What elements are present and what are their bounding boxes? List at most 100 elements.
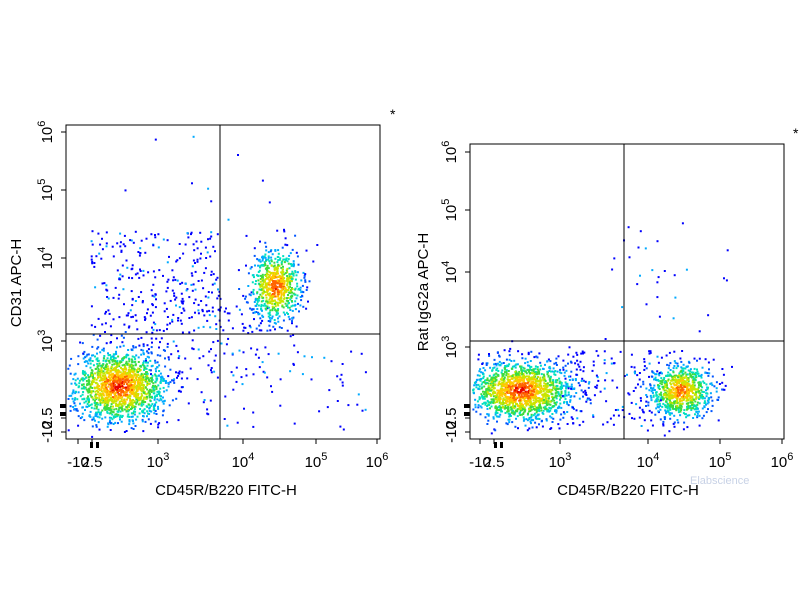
- population-event: [723, 388, 726, 391]
- population-event: [106, 408, 109, 411]
- population-event: [116, 375, 119, 378]
- population-event: [139, 387, 142, 390]
- sparse-event: [200, 252, 202, 255]
- population-event: [698, 414, 701, 417]
- population-event: [146, 377, 149, 379]
- population-event: [126, 393, 129, 396]
- population-event: [264, 256, 267, 259]
- population-event: [533, 412, 536, 415]
- population-event: [485, 362, 488, 365]
- population-event: [288, 267, 291, 270]
- population-event: [94, 415, 97, 417]
- population-event: [654, 376, 657, 379]
- population-event: [539, 399, 542, 402]
- population-event: [95, 382, 98, 385]
- population-event: [514, 405, 517, 408]
- population-event: [658, 393, 661, 396]
- population-event: [493, 358, 496, 361]
- sparse-event: [194, 311, 196, 314]
- population-event: [98, 428, 101, 431]
- population-event: [533, 386, 536, 389]
- population-event: [545, 390, 548, 393]
- population-event: [565, 369, 568, 372]
- population-event: [697, 386, 700, 389]
- population-event: [537, 406, 540, 409]
- population-event: [285, 290, 288, 293]
- population-event: [267, 256, 270, 259]
- population-event: [70, 357, 73, 360]
- population-event: [503, 376, 506, 379]
- population-event: [291, 278, 293, 281]
- population-event: [688, 391, 690, 394]
- sparse-event: [210, 367, 213, 369]
- sparse-event: [134, 230, 137, 233]
- population-event: [98, 397, 101, 400]
- population-event: [180, 386, 183, 389]
- sparse-event: [203, 271, 206, 274]
- population-event: [304, 280, 307, 283]
- population-event: [686, 394, 689, 397]
- population-event: [547, 409, 550, 411]
- population-event: [713, 385, 716, 388]
- sparse-event: [177, 350, 180, 353]
- sparse-event: [136, 272, 139, 275]
- population-event: [283, 273, 286, 276]
- population-event: [268, 316, 271, 319]
- population-event: [486, 379, 489, 382]
- population-event: [511, 401, 513, 404]
- population-event: [520, 386, 522, 388]
- population-event: [645, 387, 648, 390]
- population-event: [555, 357, 558, 360]
- sparse-event: [138, 254, 141, 257]
- population-event: [506, 403, 509, 406]
- population-event: [473, 384, 476, 387]
- sparse-event: [254, 353, 257, 356]
- population-event: [687, 379, 690, 382]
- population-event: [167, 381, 170, 384]
- population-event: [291, 320, 293, 323]
- sparse-event: [126, 314, 129, 317]
- population-event: [503, 407, 506, 410]
- population-event: [494, 394, 497, 397]
- population-event: [674, 381, 677, 383]
- population-event: [91, 396, 94, 399]
- population-event: [76, 409, 79, 412]
- population-event: [538, 399, 541, 402]
- population-event: [84, 356, 87, 359]
- population-event: [128, 419, 131, 422]
- sparse-event: [212, 341, 215, 344]
- population-event: [100, 367, 103, 369]
- sparse-event: [180, 322, 183, 325]
- sparse-event: [250, 291, 253, 294]
- population-event: [532, 414, 535, 417]
- population-event: [294, 278, 297, 281]
- sparse-event: [127, 326, 130, 329]
- sparse-event: [122, 288, 125, 291]
- population-event: [578, 365, 581, 368]
- population-event: [695, 391, 698, 394]
- population-event: [175, 397, 178, 400]
- population-event: [482, 367, 485, 369]
- population-event: [712, 358, 715, 361]
- population-event: [116, 415, 119, 417]
- population-event: [693, 388, 696, 391]
- population-event: [560, 385, 563, 388]
- sparse-event: [155, 298, 157, 301]
- sparse-event: [171, 318, 174, 321]
- population-event: [514, 385, 517, 388]
- population-event: [502, 373, 505, 375]
- population-event: [535, 355, 538, 358]
- sparse-event: [119, 278, 122, 281]
- population-event: [512, 400, 515, 403]
- population-event: [103, 398, 105, 401]
- population-event: [695, 406, 698, 409]
- population-event: [476, 378, 479, 381]
- population-event: [91, 387, 94, 389]
- sparse-event: [197, 348, 200, 351]
- sparse-event: [226, 312, 229, 315]
- population-event: [120, 382, 122, 385]
- population-event: [676, 396, 679, 399]
- population-event: [532, 408, 535, 410]
- population-event: [277, 291, 279, 294]
- population-event: [545, 419, 548, 422]
